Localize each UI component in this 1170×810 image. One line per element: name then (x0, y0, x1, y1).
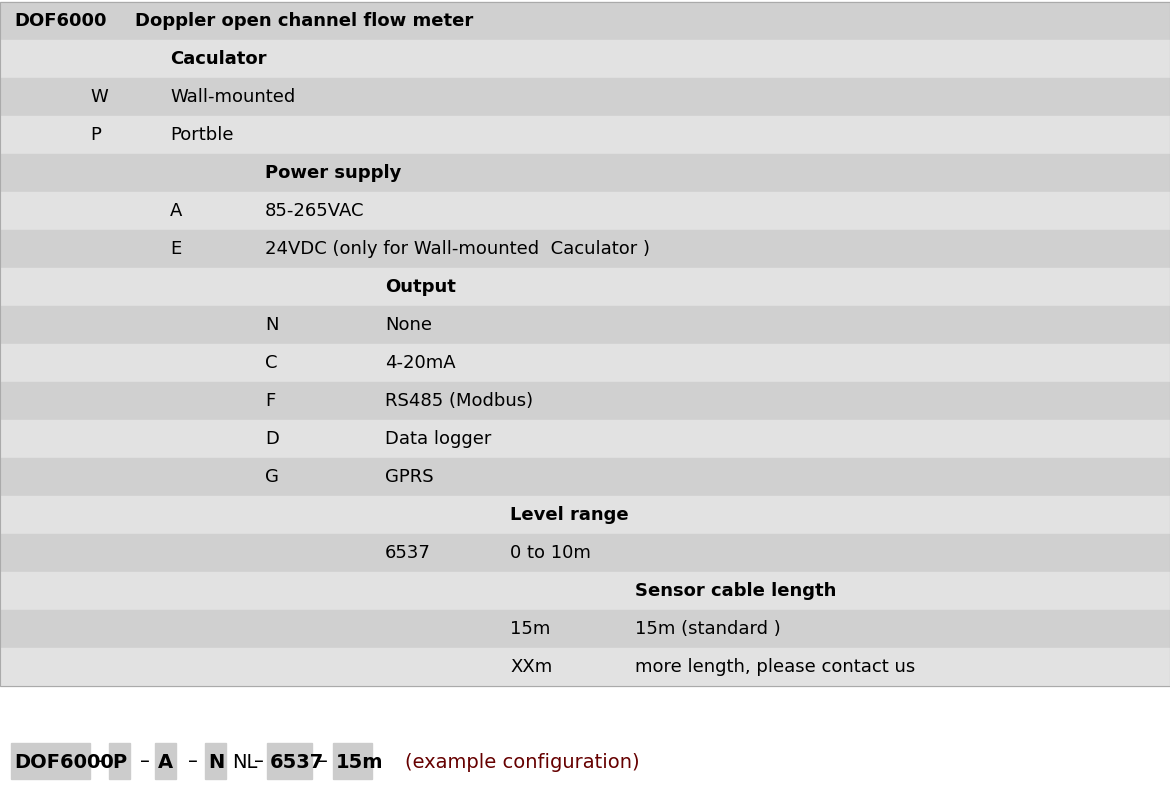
Bar (0, 648, 1170, 686)
Text: 85-265VAC: 85-265VAC (264, 202, 365, 220)
Text: W: W (90, 88, 108, 106)
Bar (156, 744, 177, 779)
Text: P: P (90, 126, 101, 144)
Text: P: P (112, 752, 126, 771)
Bar (0, 306, 1170, 344)
Text: (example configuration): (example configuration) (405, 752, 640, 771)
Bar (0, 534, 1170, 572)
Text: Wall-mounted: Wall-mounted (170, 88, 295, 106)
Text: 15m (standard ): 15m (standard ) (635, 620, 780, 638)
Bar (0, 572, 1170, 610)
Bar (0, 420, 1170, 458)
Text: XXm: XXm (510, 658, 552, 676)
Text: Caculator: Caculator (170, 50, 267, 68)
Text: A: A (158, 752, 173, 771)
Bar (0, 192, 1170, 230)
Text: NL: NL (232, 752, 257, 771)
Bar (0, 382, 1170, 420)
Bar (0, 2, 1170, 40)
Bar (0, 40, 1170, 78)
Bar (0, 268, 1170, 306)
Text: Portble: Portble (170, 126, 234, 144)
Bar (267, 744, 312, 779)
Text: GPRS: GPRS (385, 468, 434, 486)
Text: G: G (264, 468, 278, 486)
Text: 6537: 6537 (270, 752, 324, 771)
Text: None: None (385, 316, 432, 334)
Text: –: – (188, 752, 198, 771)
Text: Sensor cable length: Sensor cable length (635, 582, 837, 600)
Text: –: – (254, 752, 264, 771)
Bar (0, 116, 1170, 154)
Text: more length, please contact us: more length, please contact us (635, 658, 915, 676)
Text: E: E (170, 240, 181, 258)
Text: Power supply: Power supply (264, 164, 401, 182)
Text: A: A (170, 202, 183, 220)
Bar (0, 230, 1170, 268)
Text: Doppler open channel flow meter: Doppler open channel flow meter (135, 12, 473, 30)
Text: F: F (264, 392, 275, 410)
Bar (205, 744, 226, 779)
Text: Level range: Level range (510, 506, 628, 524)
Text: Data logger: Data logger (385, 430, 491, 448)
Bar (0, 458, 1170, 496)
Bar (333, 744, 372, 779)
Text: DOF6000: DOF6000 (14, 12, 106, 30)
Bar (109, 744, 130, 779)
Text: Output: Output (385, 278, 456, 296)
Text: N: N (208, 752, 225, 771)
Bar (12, 744, 90, 779)
Bar (0, 496, 1170, 534)
Bar (0, 78, 1170, 116)
Text: 15m: 15m (336, 752, 384, 771)
Bar (0, 2, 1170, 686)
Text: 15m: 15m (510, 620, 550, 638)
Text: DOF6000: DOF6000 (14, 752, 113, 771)
Text: –: – (318, 752, 328, 771)
Text: 24VDC (only for Wall-mounted  Caculator ): 24VDC (only for Wall-mounted Caculator ) (264, 240, 651, 258)
Text: 0 to 10m: 0 to 10m (510, 544, 591, 562)
Text: 4-20mA: 4-20mA (385, 354, 455, 372)
Text: –: – (140, 752, 150, 771)
Bar (0, 742, 1170, 782)
Text: –: – (95, 752, 105, 771)
Bar (0, 154, 1170, 192)
Text: N: N (264, 316, 278, 334)
Text: D: D (264, 430, 278, 448)
Bar (0, 344, 1170, 382)
Text: 6537: 6537 (385, 544, 431, 562)
Text: C: C (264, 354, 277, 372)
Bar (0, 610, 1170, 648)
Text: RS485 (Modbus): RS485 (Modbus) (385, 392, 534, 410)
